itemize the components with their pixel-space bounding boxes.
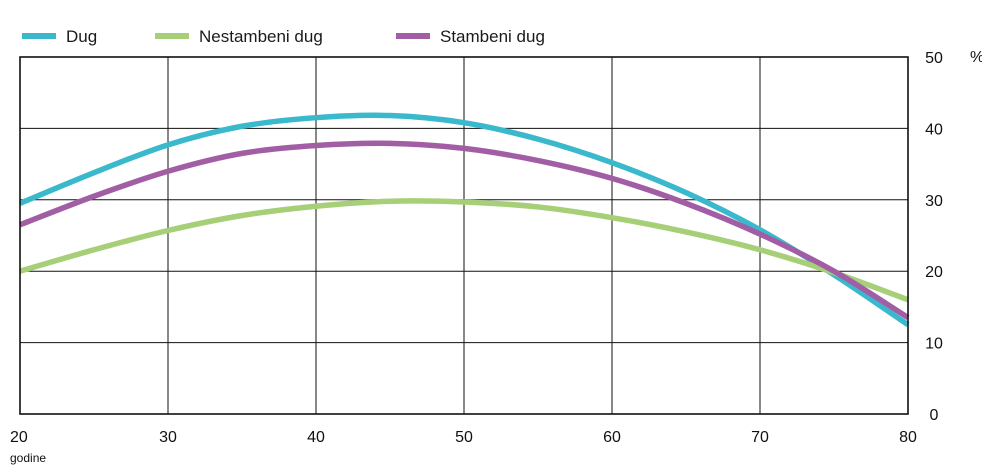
y-tick-label: 40 (925, 121, 943, 138)
x-tick-label: 80 (899, 429, 917, 446)
plot-border (19, 56, 909, 415)
y-tick-label: 30 (925, 193, 943, 210)
legend: Dug Nestambeni dug Stambeni dug (22, 27, 545, 46)
y-tick-label: 10 (925, 336, 943, 353)
x-axis-label: godine (10, 451, 46, 465)
x-tick-label: 40 (307, 429, 325, 446)
y-axis: 0 10 20 30 40 50 (925, 50, 943, 424)
y-tick-label: 20 (925, 264, 943, 281)
grid (20, 57, 908, 414)
series-lines (18, 112, 910, 328)
legend-label-stambeni-dug: Stambeni dug (440, 27, 545, 46)
x-tick-label: 70 (751, 429, 769, 446)
series-line-dug (18, 112, 910, 328)
legend-label-nestambeni-dug: Nestambeni dug (199, 27, 323, 46)
series-line-stambeni-dug (19, 140, 910, 320)
x-tick-label: 50 (455, 429, 473, 446)
series-line-nestambeni-dug (19, 198, 909, 303)
y-tick-label: 0 (930, 407, 939, 424)
x-axis: 20 30 40 50 60 70 80 (10, 429, 917, 446)
x-tick-label: 30 (159, 429, 177, 446)
plot-frame (19, 56, 909, 415)
x-tick-label: 60 (603, 429, 621, 446)
y-tick-label: 50 (925, 50, 943, 67)
y-axis-unit: % (970, 49, 982, 66)
x-tick-label: 20 (10, 429, 28, 446)
legend-label-dug: Dug (66, 27, 97, 46)
